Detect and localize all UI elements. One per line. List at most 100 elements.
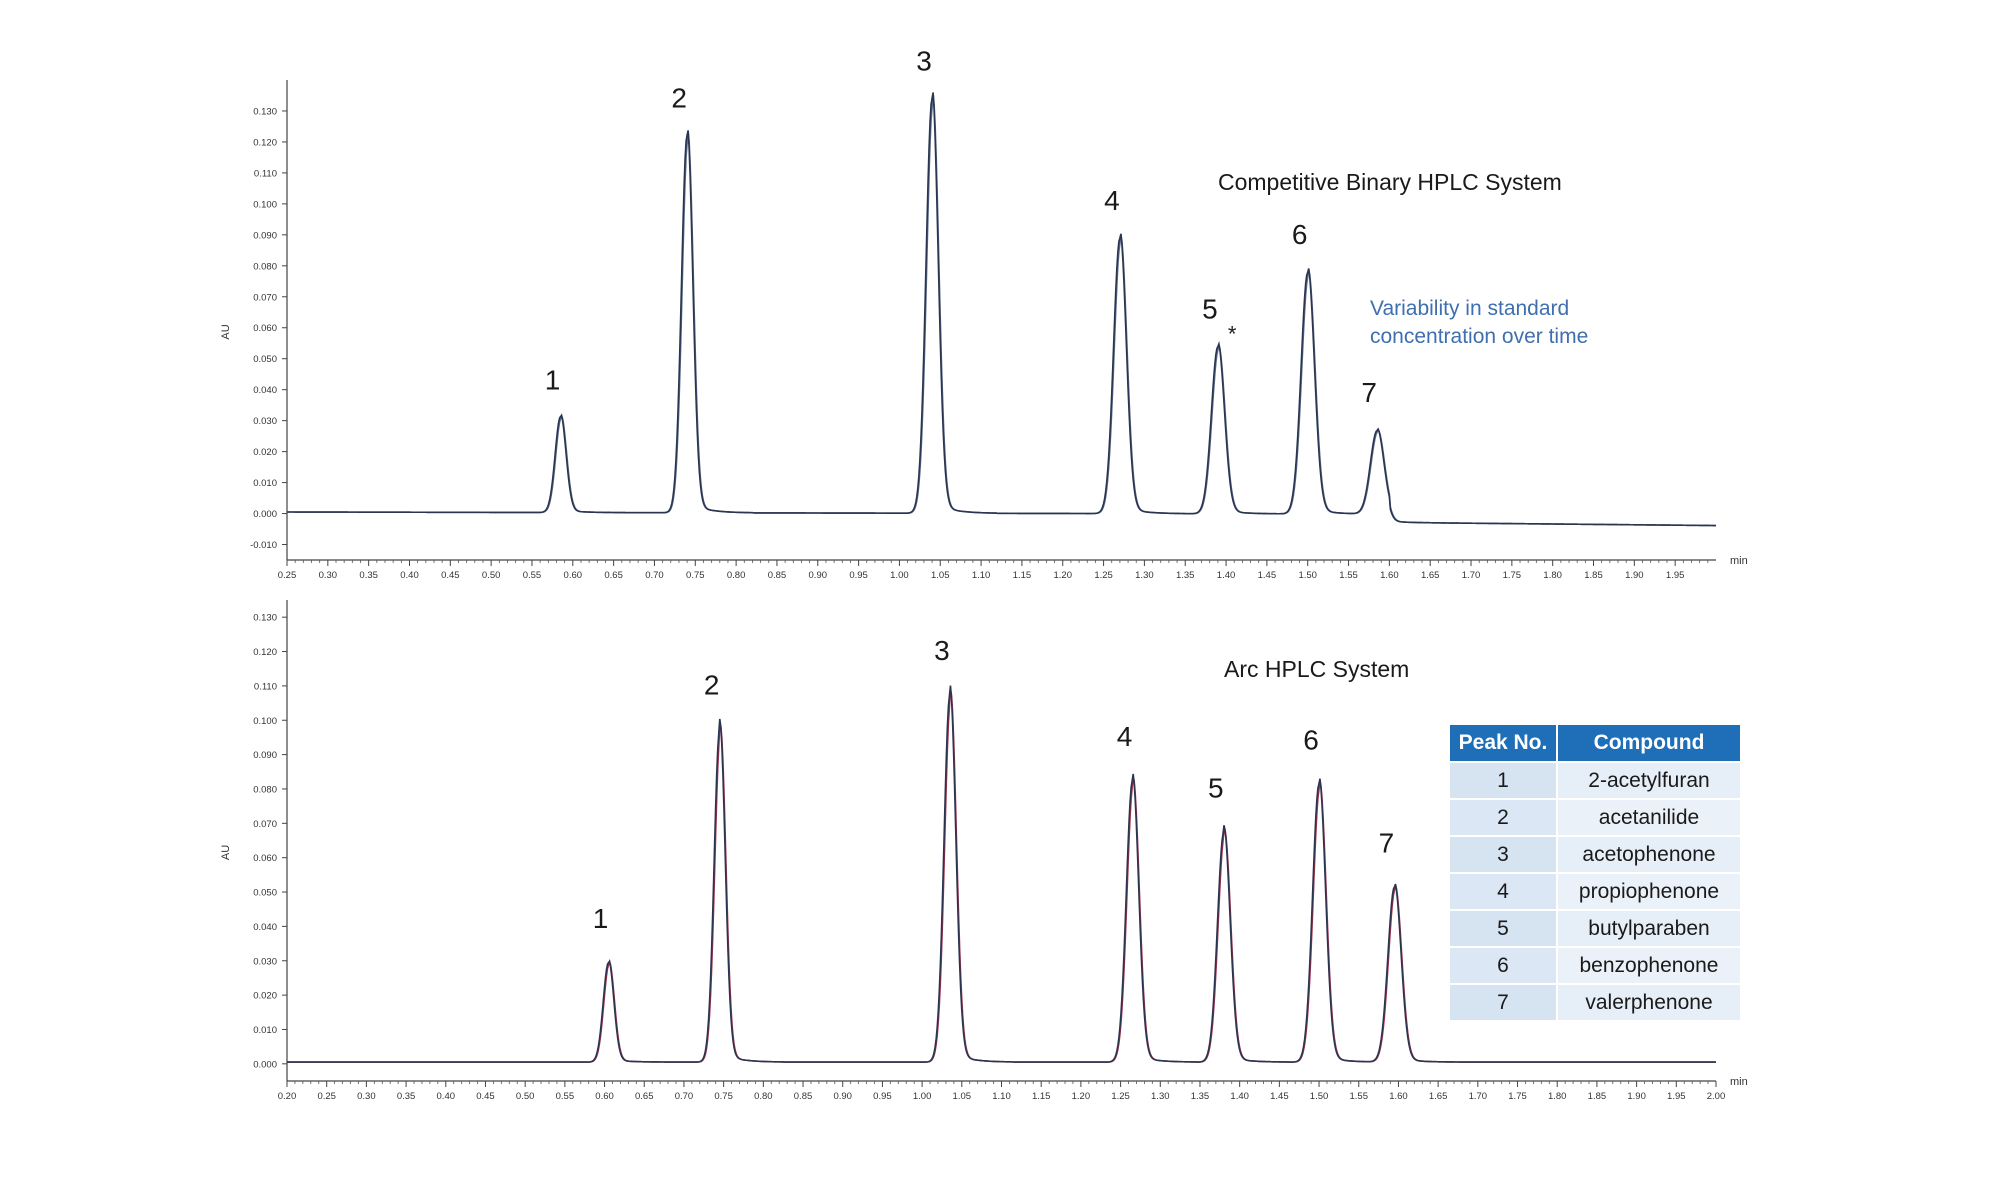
peak-no-cell: 2 (1450, 798, 1558, 836)
x-tick-label: 0.80 (727, 570, 746, 581)
y-tick-label: 0.070 (253, 819, 277, 830)
x-tick-label: 0.85 (768, 570, 787, 581)
x-tick-label: 1.45 (1270, 1091, 1289, 1102)
annotation-text: concentration over time (1370, 325, 1588, 348)
x-tick-label: 1.85 (1588, 1091, 1607, 1102)
peak-no-cell: 5 (1450, 909, 1558, 947)
x-tick-label: 0.25 (317, 1091, 336, 1102)
peak-no-cell: 7 (1450, 983, 1558, 1020)
trace-line (287, 92, 1717, 527)
table-row: 5 butylparaben (1450, 909, 1740, 947)
x-tick-label: 1.35 (1191, 1091, 1210, 1102)
x-tick-label: 1.55 (1339, 570, 1358, 581)
x-tick-label: 1.45 (1258, 570, 1277, 581)
chart-arc: 0.000 0.010 0.020 0.030 0.040 0.050 0.060 0.070… (220, 600, 1748, 1102)
x-tick-label: 0.45 (476, 1091, 495, 1102)
x-tick-label: 1.90 (1625, 570, 1644, 581)
y-tick-label: 0.110 (254, 681, 277, 692)
y-tick-label: 0.000 (253, 1059, 277, 1070)
table-row: 3 acetophenone (1450, 835, 1740, 873)
y-tick-label: 0.040 (253, 385, 277, 396)
y-tick-label: 0.010 (253, 1025, 277, 1036)
x-tick-label: 0.60 (564, 570, 583, 581)
chart-competitive-binary: -0.010 0.000 0.010 0.020 0.030 0.040 0.050 0.06… (220, 46, 1748, 581)
y-tick-label: 0.060 (253, 323, 277, 334)
y-tick-label: 0.080 (253, 261, 277, 272)
x-tick-label: 0.70 (675, 1091, 694, 1102)
x-tick-label: 1.35 (1176, 570, 1195, 581)
x-tick-label: 0.55 (556, 1091, 575, 1102)
peak-number-label: 6 (1303, 725, 1319, 756)
peak-asterisk: * (1228, 321, 1237, 346)
x-tick-label: 1.00 (913, 1091, 932, 1102)
compound-cell: acetanilide (1557, 798, 1740, 836)
compound-cell: 2-acetylfuran (1557, 761, 1740, 799)
x-tick-label: 1.10 (992, 1091, 1011, 1102)
x-tick-label: 1.00 (890, 570, 909, 581)
y-tick-label: 0.130 (253, 106, 277, 117)
y-tick-label: 0.110 (254, 168, 277, 179)
peak-table-header-compound: Compound (1557, 725, 1740, 762)
x-tick-label: 1.80 (1543, 570, 1562, 581)
compound-cell: acetophenone (1557, 835, 1740, 873)
x-tick-label: 1.40 (1217, 570, 1236, 581)
x-tick-label: 1.25 (1094, 570, 1113, 581)
x-tick-label: 1.70 (1462, 570, 1481, 581)
y-tick-label: 0.070 (253, 292, 277, 303)
peak-no-cell: 6 (1450, 946, 1558, 984)
y-tick-label: 0.040 (253, 922, 277, 933)
peak-number-label: 5 (1202, 293, 1218, 324)
x-tick-label: 0.40 (400, 570, 419, 581)
y-tick-label: 0.120 (253, 647, 277, 658)
x-tick-label: 1.90 (1627, 1091, 1646, 1102)
peak-number-label: 2 (704, 670, 720, 701)
x-tick-label: 0.90 (833, 1091, 852, 1102)
x-tick-label: 1.75 (1508, 1091, 1527, 1102)
y-tick-label: 0.090 (253, 750, 277, 761)
peak-number-label: 3 (916, 46, 932, 77)
peak-table: Peak No. Compound 1 2-acetylfuran 2 acet… (1450, 725, 1740, 1020)
peak-no-cell: 3 (1450, 835, 1558, 873)
x-tick-label: 1.65 (1421, 570, 1440, 581)
y-tick-label: 0.060 (253, 853, 277, 864)
table-row: 7 valerphenone (1450, 983, 1740, 1020)
y-tick-label: 0.020 (253, 991, 277, 1002)
table-row: 4 propiophenone (1450, 872, 1740, 910)
y-tick-label: 0.080 (253, 784, 277, 795)
table-row: 6 benzophenone (1450, 946, 1740, 984)
x-axis-label: min (1730, 555, 1748, 567)
compound-cell: valerphenone (1557, 983, 1740, 1020)
y-tick-label: -0.010 (250, 540, 277, 551)
peak-number-label: 3 (934, 635, 950, 666)
table-row: 1 2-acetylfuran (1450, 761, 1740, 799)
peak-number-label: 7 (1379, 828, 1395, 859)
x-tick-label: 1.15 (1013, 570, 1032, 581)
x-tick-label: 0.70 (645, 570, 664, 581)
peak-table-header-row: Peak No. Compound (1450, 725, 1740, 762)
system-title: Competitive Binary HPLC System (1218, 169, 1562, 195)
x-tick-label: 1.30 (1135, 570, 1154, 581)
x-tick-label: 0.75 (714, 1091, 733, 1102)
annotation-text: Variability in standard (1370, 297, 1569, 320)
peak-number-label: 4 (1117, 721, 1133, 752)
y-tick-label: 0.000 (253, 509, 277, 520)
x-tick-label: 1.85 (1584, 570, 1603, 581)
y-axis-label: AU (220, 324, 232, 339)
x-tick-label: 0.25 (278, 570, 297, 581)
compound-cell: benzophenone (1557, 946, 1740, 984)
y-tick-label: 0.130 (253, 613, 277, 624)
x-tick-label: 0.30 (319, 570, 338, 581)
x-tick-label: 0.35 (359, 570, 378, 581)
x-axis-label: min (1730, 1076, 1748, 1088)
x-tick-label: 1.65 (1429, 1091, 1448, 1102)
x-tick-label: 2.00 (1707, 1091, 1726, 1102)
x-tick-label: 1.20 (1053, 570, 1072, 581)
trace-line (287, 685, 1716, 1063)
compound-cell: propiophenone (1557, 872, 1740, 910)
x-tick-label: 1.50 (1298, 570, 1317, 581)
x-tick-label: 1.50 (1310, 1091, 1329, 1102)
y-tick-label: 0.120 (253, 137, 277, 148)
peak-no-cell: 1 (1450, 761, 1558, 799)
x-tick-label: 1.05 (953, 1091, 972, 1102)
